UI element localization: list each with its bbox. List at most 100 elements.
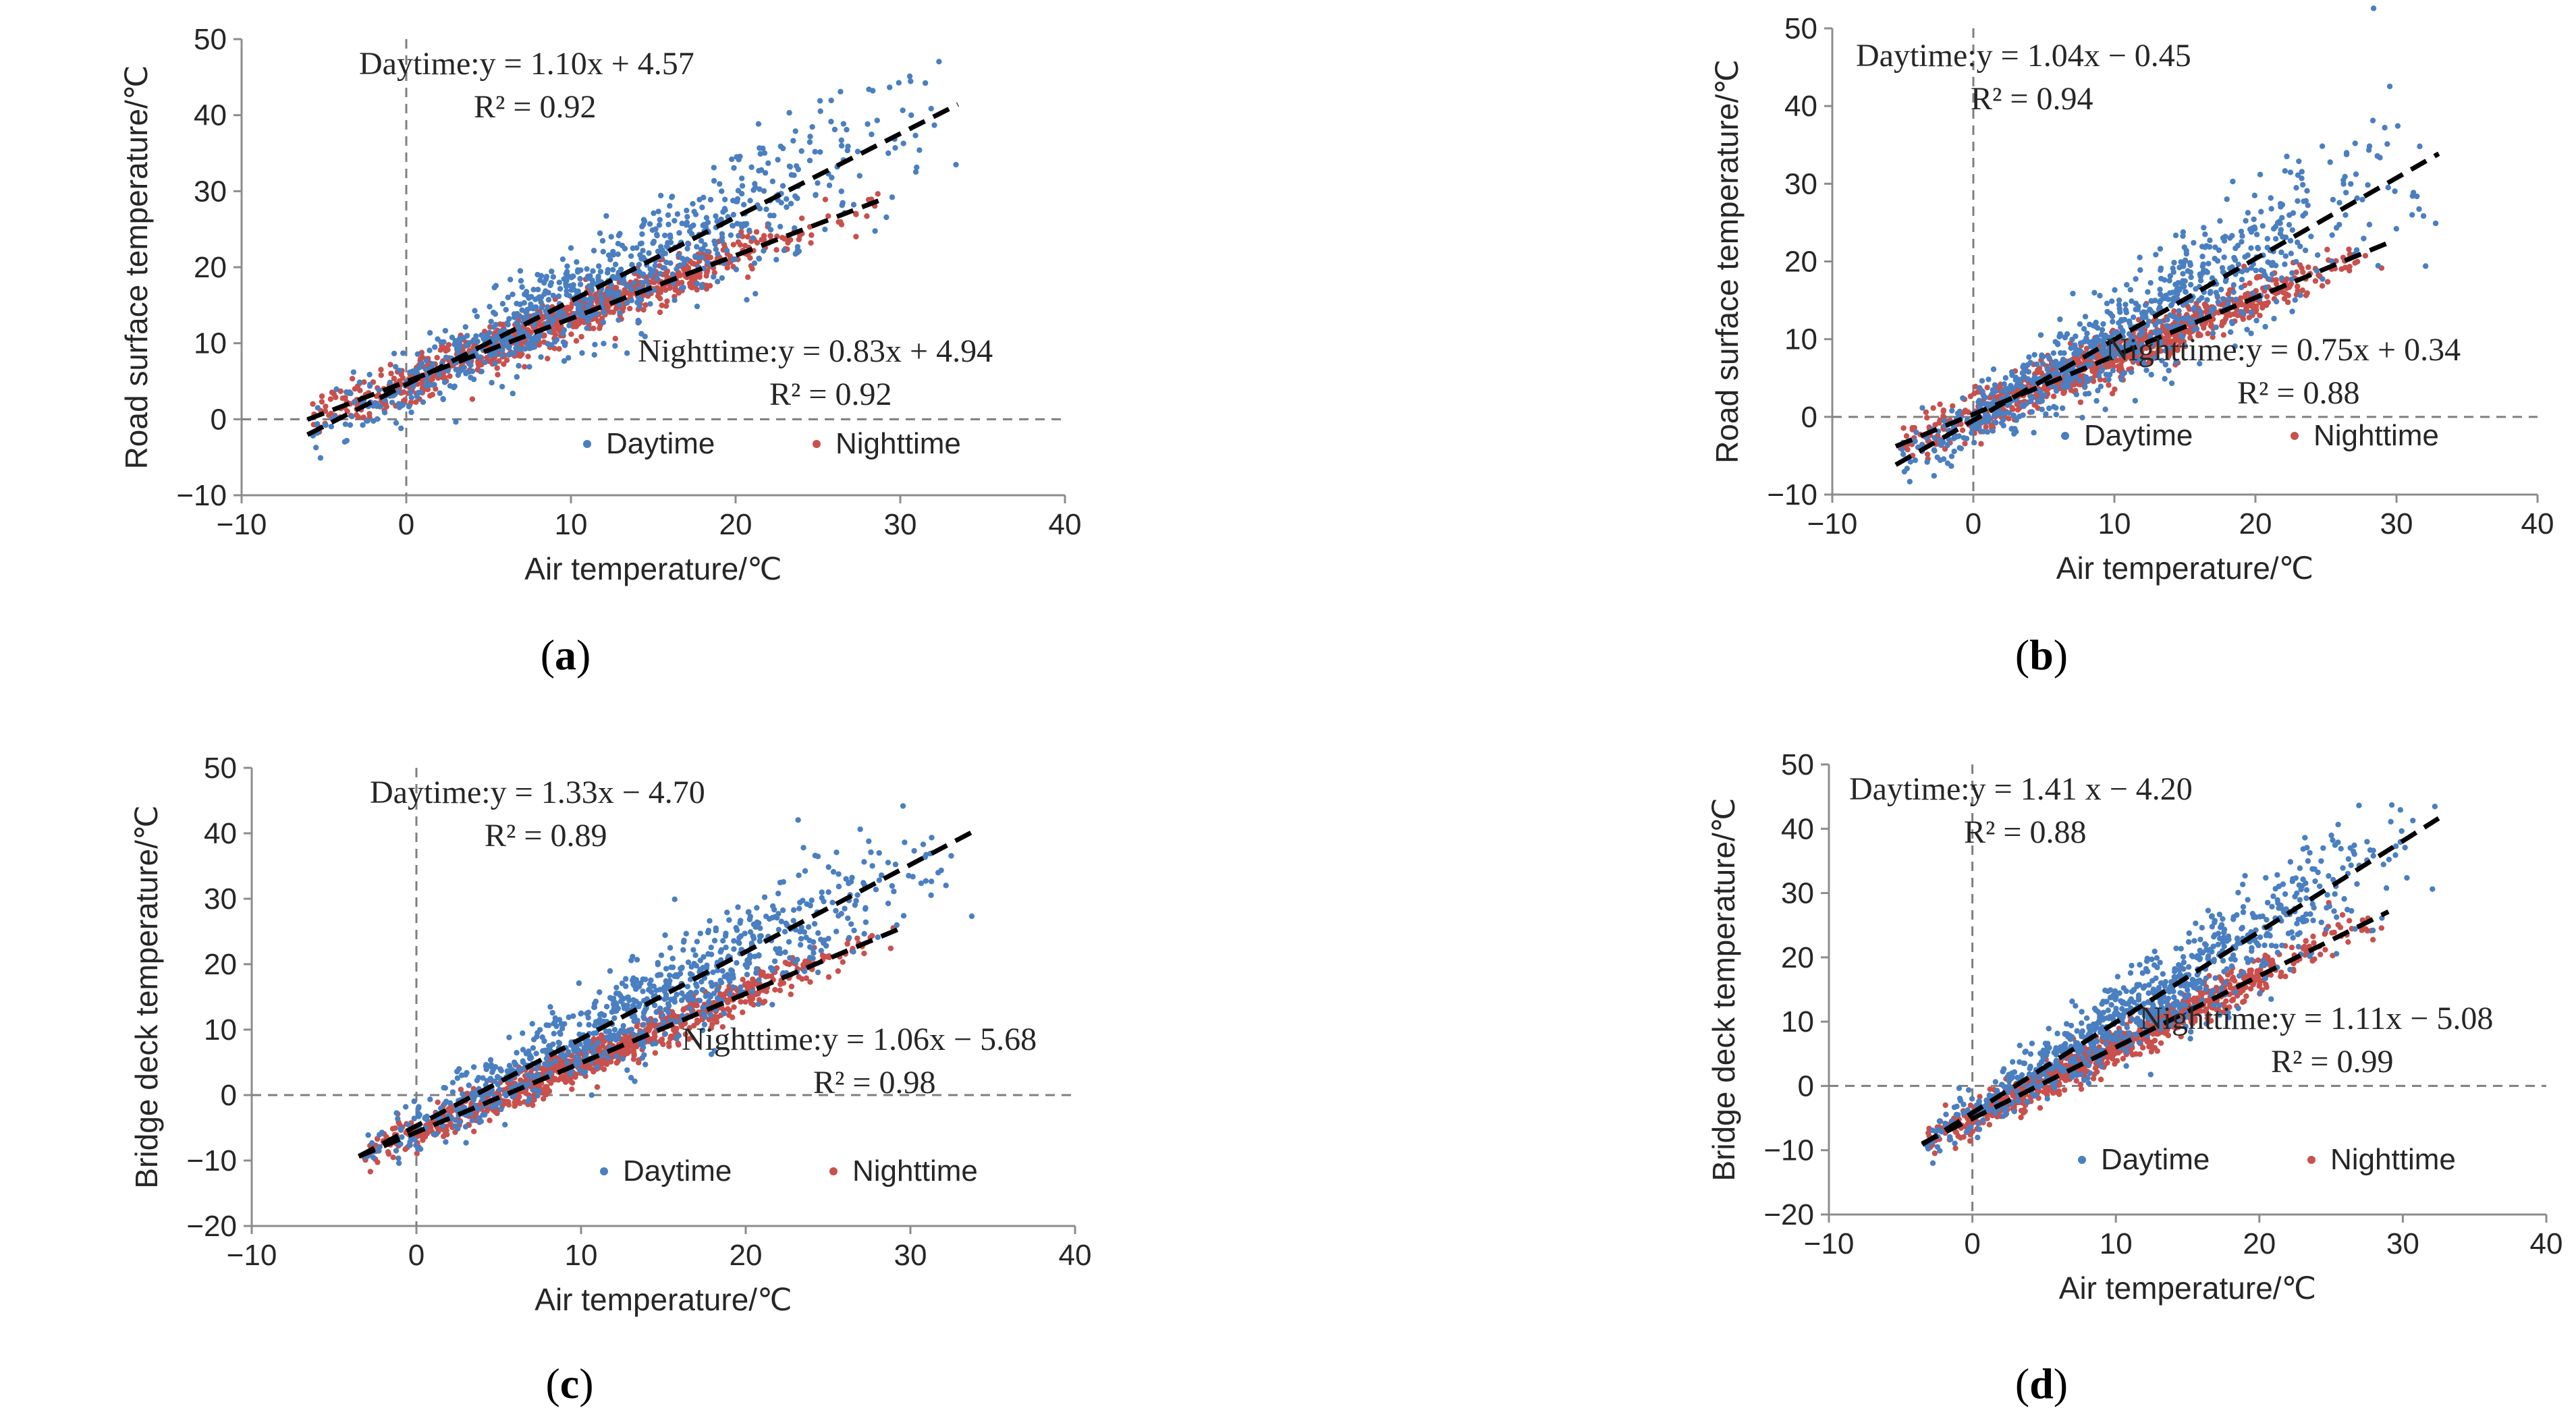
daytime-point	[611, 1015, 618, 1022]
nighttime-point	[387, 362, 393, 368]
daytime-point	[2269, 271, 2276, 277]
daytime-point	[713, 213, 719, 219]
nighttime-point	[568, 331, 574, 337]
nighttime-point	[2220, 319, 2227, 326]
daytime-point	[802, 868, 809, 874]
daytime-point	[453, 419, 459, 425]
nighttime-point	[759, 237, 765, 243]
daytime-point	[672, 217, 678, 224]
daytime-point	[395, 1160, 402, 1167]
daytime-point	[662, 250, 669, 256]
nighttime-point	[327, 396, 334, 402]
nighttime-point	[555, 325, 561, 331]
nighttime-point	[2112, 386, 2118, 393]
legend-daytime-marker	[2061, 432, 2069, 440]
daytime-point	[916, 147, 923, 153]
daytime-point	[2053, 405, 2059, 411]
daytime-point	[2008, 369, 2015, 375]
daytime-point	[561, 342, 568, 348]
nighttime-point	[660, 1041, 666, 1047]
daytime-point	[737, 153, 743, 160]
daytime-point	[2057, 350, 2064, 356]
nighttime-point	[373, 393, 380, 399]
daytime-point	[798, 148, 804, 155]
daytime-point	[698, 978, 705, 985]
daytime-point	[728, 232, 734, 238]
y-tick-label: 40	[204, 817, 237, 850]
daytime-point	[844, 147, 850, 154]
daytime-point	[701, 221, 707, 228]
daytime-point	[2180, 233, 2186, 239]
x-tick-label: 30	[884, 508, 917, 541]
daytime-point	[427, 382, 433, 388]
daytime-point	[2290, 210, 2297, 216]
nighttime-point	[441, 345, 448, 351]
daytime-point	[2027, 393, 2034, 399]
nighttime-point	[610, 309, 616, 315]
daytime-point	[574, 1054, 581, 1060]
daytime-point	[545, 314, 551, 320]
daytime-point	[761, 188, 767, 194]
daytime-point	[509, 350, 516, 356]
daytime-point	[801, 968, 808, 974]
daytime-point	[2329, 232, 2335, 238]
daytime-point	[2020, 412, 2026, 418]
nighttime-point	[402, 397, 408, 403]
daytime-point	[2361, 235, 2367, 242]
nighttime-point	[663, 303, 669, 309]
nighttime-point	[602, 301, 609, 308]
daytime-point	[2375, 262, 2381, 269]
daytime-point	[2187, 281, 2194, 288]
daytime-point	[595, 277, 602, 284]
daytime-point	[1931, 447, 1938, 454]
daytime-point	[2220, 296, 2226, 302]
nighttime-point	[1984, 385, 1990, 391]
daytime-point	[763, 914, 769, 920]
nighttime-point	[500, 321, 506, 328]
daytime-point	[393, 420, 400, 426]
legend-daytime-label: Daytime	[606, 427, 715, 460]
daytime-point	[2124, 281, 2130, 288]
daytime-point	[628, 253, 634, 259]
daytime-point	[2046, 405, 2052, 412]
nighttime-point	[1983, 424, 1989, 430]
daytime-point	[2168, 380, 2175, 387]
nighttime-point	[2319, 283, 2326, 289]
daytime-point	[928, 878, 935, 885]
daytime-point	[2077, 340, 2084, 346]
nighttime-point	[861, 950, 867, 957]
daytime-point	[2098, 331, 2105, 337]
nighttime-point	[1937, 401, 1943, 408]
daytime-point	[514, 320, 520, 326]
daytime-point	[707, 1012, 714, 1018]
daytime-point	[1961, 435, 1967, 441]
daytime-point	[521, 329, 527, 335]
daytime-point	[701, 194, 707, 200]
daytime-point	[828, 97, 834, 104]
daytime-point	[1948, 453, 1955, 459]
daytime-point	[1931, 435, 1938, 441]
daytime-point	[865, 121, 871, 128]
daytime-point	[615, 251, 621, 258]
daytime-point	[792, 128, 798, 134]
daytime-point	[344, 389, 350, 395]
daytime-point	[786, 109, 792, 116]
daytime-point	[561, 358, 568, 364]
nighttime-point	[2226, 312, 2232, 318]
daytime-point	[1951, 448, 1957, 455]
daytime-point	[487, 304, 493, 310]
daytime-point	[2006, 410, 2012, 416]
daytime-point	[2238, 308, 2245, 315]
y-tick-label: 50	[204, 752, 237, 785]
daytime-point	[1969, 425, 1975, 431]
daytime-point	[605, 1055, 611, 1061]
daytime-point	[493, 333, 499, 339]
daytime-point	[1951, 435, 1957, 442]
daytime-point	[514, 1050, 520, 1056]
daytime-point	[828, 119, 834, 125]
daytime-point	[2232, 257, 2239, 263]
daytime-point	[729, 968, 736, 974]
daytime-point	[640, 248, 646, 254]
daytime-point	[731, 946, 737, 952]
daytime-equation: Daytime:y = 1.10x + 4.57	[359, 46, 694, 82]
